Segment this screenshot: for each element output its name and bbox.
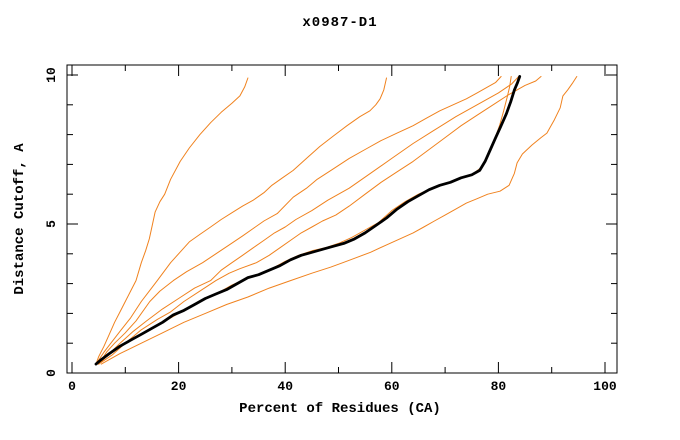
- x-tick-label: 80: [491, 379, 507, 394]
- x-tick-label: 0: [68, 379, 76, 394]
- y-tick-label: 0: [44, 369, 59, 377]
- series-ref-1: [95, 77, 249, 365]
- series-ref-7: [100, 76, 578, 365]
- series-ref-5: [98, 76, 542, 365]
- series-ref-3: [98, 76, 502, 365]
- y-tick-label: 5: [44, 220, 59, 228]
- x-tick-label: 40: [277, 379, 293, 394]
- x-tick-label: 20: [171, 379, 187, 394]
- series-main-model: [94, 75, 522, 366]
- series-ref-6: [95, 76, 512, 365]
- plot-frame: [66, 64, 618, 374]
- x-tick-label: 100: [593, 379, 617, 394]
- chart-title: x0987-D1: [302, 15, 378, 31]
- series-ref-4: [98, 76, 520, 365]
- y-tick-label: 10: [44, 67, 59, 83]
- y-axis-label: Distance Cutoff, A: [12, 143, 28, 295]
- x-tick-label: 60: [384, 379, 400, 394]
- series-ref-2: [95, 77, 387, 365]
- x-axis-label: Percent of Residues (CA): [239, 401, 441, 417]
